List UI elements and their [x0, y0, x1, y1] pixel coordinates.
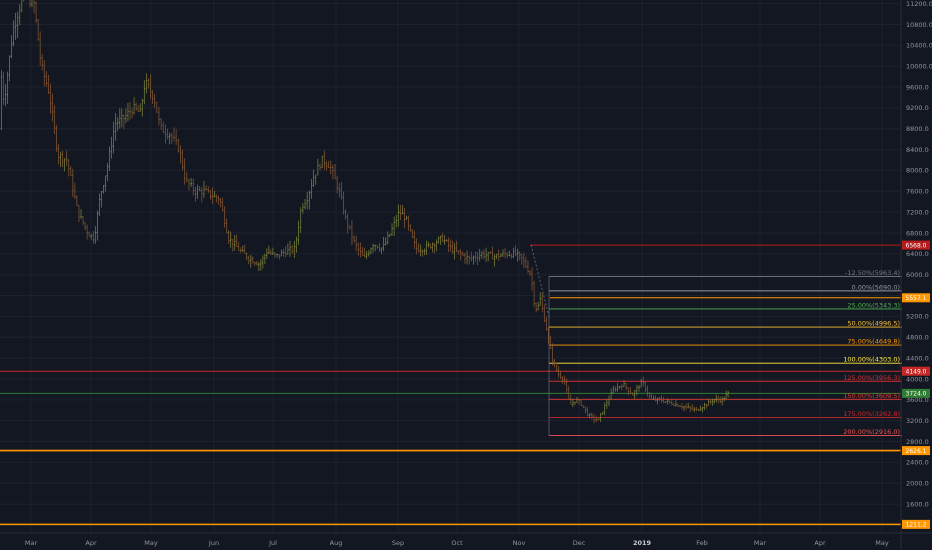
- horizontal-lines-layer: [0, 244, 901, 526]
- fib-level-label: 125.00%(3956.3): [843, 374, 900, 382]
- fib-level-label: 100.00%(4303.0): [843, 356, 900, 364]
- fib-level-label: 0.00%(5690.0): [852, 283, 900, 291]
- price-tick-label: 7200.0: [906, 208, 929, 216]
- price-tick-label: 2800.0: [906, 438, 929, 446]
- fib-level-label: 175.00%(3262.8): [843, 410, 900, 418]
- price-tick-label: 5200.0: [906, 313, 929, 321]
- price-tick-label: 6400.0: [906, 250, 929, 258]
- price-tick-label: 10800.0: [906, 21, 932, 29]
- fibonacci-layer: -12.50%(5963.4) 0.00%(5690.0) 25.00%(5343.…: [530, 245, 902, 436]
- time-tick-label: May: [144, 539, 158, 547]
- price-tick-label: 8400.0: [906, 146, 929, 154]
- price-tick-label: 10400.0: [906, 42, 932, 50]
- level-price-tag: [902, 519, 930, 529]
- time-tick-label: Jun: [208, 539, 219, 547]
- price-tick-label: 7600.0: [906, 188, 929, 196]
- price-tick-label: 4800.0: [906, 334, 929, 342]
- price-tick-label: 6800.0: [906, 229, 929, 237]
- time-tick-label: 2019: [633, 539, 652, 547]
- fib-level-label: -12.50%(5963.4): [845, 269, 900, 277]
- grid-layer: [0, 0, 901, 533]
- time-tick-label: Mar: [754, 539, 767, 547]
- level-price-tag-text: 3724.0: [906, 391, 927, 398]
- time-tick-label: Nov: [513, 539, 526, 547]
- time-tick-label: Jul: [268, 539, 277, 547]
- price-tick-label: 8800.0: [906, 125, 929, 133]
- time-tick-label: Oct: [451, 539, 463, 547]
- fib-level-label: 75.00%(4649.8): [847, 338, 900, 346]
- price-tick-label: 3200.0: [906, 417, 929, 425]
- level-price-tag: [902, 366, 930, 376]
- time-tick-label: Feb: [696, 539, 708, 547]
- fib-level-label: 150.00%(3609.5): [843, 392, 900, 400]
- time-axis[interactable]: Mar Apr May Jun Jul Aug Sep Oct Nov Dec 2019 Feb Mar…: [25, 539, 889, 547]
- level-price-tag-text: 2626.1: [906, 448, 927, 455]
- price-tick-label: 2000.0: [906, 480, 929, 488]
- price-tick-label: 2400.0: [906, 459, 929, 467]
- fib-trend-line: [530, 245, 550, 317]
- level-price-tag-text: 4149.0: [906, 368, 927, 375]
- level-price-tag: [902, 388, 930, 398]
- fib-level-label: 50.00%(4996.5): [847, 320, 900, 328]
- time-tick-label: Mar: [25, 539, 38, 547]
- fib-level-label: 25.00%(5343.3): [847, 301, 900, 309]
- level-price-tag: [902, 240, 930, 250]
- price-tags-layer: 6568.0 5557.1 4149.0 3724.0 2626.1 1211.2: [902, 240, 930, 529]
- time-tick-label: Sep: [392, 539, 404, 547]
- time-tick-label: Aug: [330, 539, 343, 547]
- price-tick-label: 8000.0: [906, 167, 929, 175]
- time-tick-label: May: [875, 539, 889, 547]
- price-tick-label: 4400.0: [906, 354, 929, 362]
- price-tick-label: 1600.0: [906, 500, 929, 508]
- level-price-tag: [902, 293, 930, 303]
- price-tick-label: 4000.0: [906, 375, 929, 383]
- level-price-tag: [902, 446, 930, 456]
- fib-level-label: 200.00%(2916.0): [843, 428, 900, 436]
- level-price-tag-text: 6568.0: [906, 242, 927, 249]
- price-tick-label: 6000.0: [906, 271, 929, 279]
- price-tick-label: 10000.0: [906, 62, 932, 70]
- price-candles-layer: [0, 0, 729, 424]
- price-tick-label: 9600.0: [906, 83, 929, 91]
- price-tick-label: 9200.0: [906, 104, 929, 112]
- level-price-tag-text: 1211.2: [906, 522, 927, 529]
- time-tick-label: Apr: [814, 539, 826, 547]
- price-tick-label: 11200.0: [906, 0, 932, 8]
- price-tick-label: 3600.0: [906, 396, 929, 404]
- time-tick-label: Dec: [573, 539, 586, 547]
- level-price-tag-text: 5557.1: [906, 295, 927, 302]
- time-tick-label: Apr: [85, 539, 97, 547]
